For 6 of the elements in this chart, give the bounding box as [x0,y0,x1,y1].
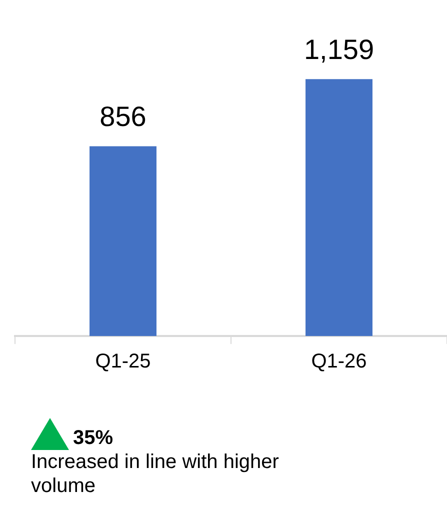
text: Increased in line with higher volume [31,450,280,498]
data-label: 856 [100,100,146,132]
data-label: 1,159 [304,34,374,65]
text: 35% [73,427,114,450]
x-tick-label: Q1-26 [311,350,367,373]
x-tick-label: Q1-25 [95,350,151,373]
